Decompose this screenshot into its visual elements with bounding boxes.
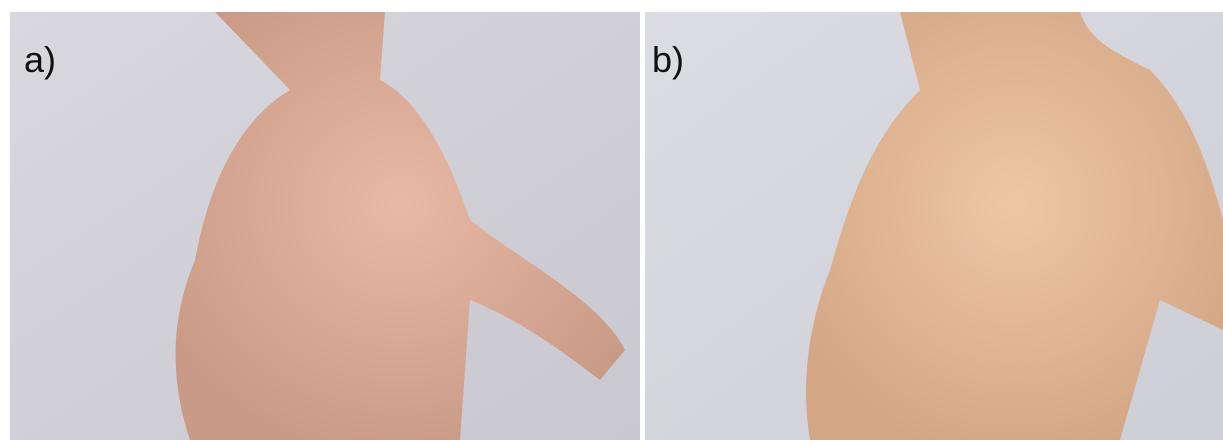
figure: a) b) [0, 0, 1223, 440]
panel-b: b) [645, 12, 1223, 440]
panel-a: a) [10, 12, 640, 440]
panel-label: b) [652, 39, 684, 80]
panel-label: a) [24, 39, 56, 80]
